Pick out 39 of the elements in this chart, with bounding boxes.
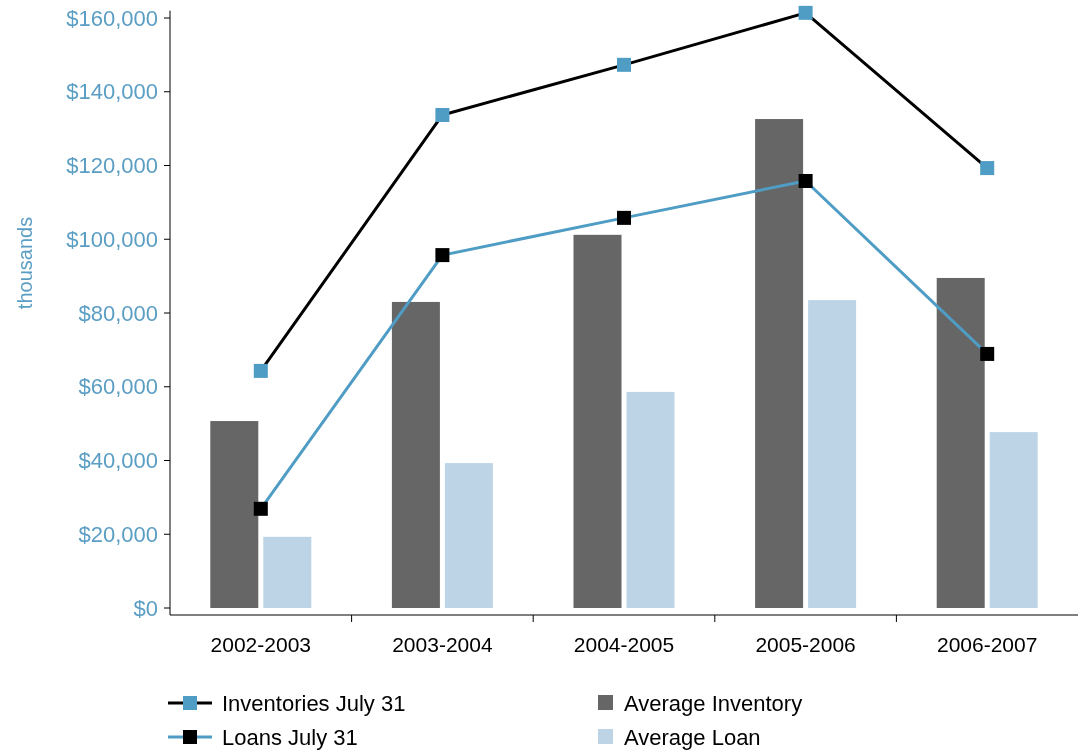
y-tick-label: $160,000 bbox=[66, 5, 158, 31]
point bbox=[435, 248, 450, 263]
point bbox=[617, 210, 631, 225]
point bbox=[253, 501, 268, 516]
bar bbox=[626, 391, 675, 608]
bar bbox=[573, 234, 622, 608]
point bbox=[980, 346, 995, 361]
legend-label: Inventories July 31 bbox=[222, 690, 406, 716]
bar bbox=[210, 421, 259, 608]
x-tick-label: 2004-2005 bbox=[573, 633, 675, 656]
bar bbox=[755, 119, 804, 608]
bar bbox=[263, 536, 312, 608]
legend-label: Average Loan bbox=[624, 724, 761, 750]
x-tick-label: 2002-2003 bbox=[210, 633, 312, 656]
bar bbox=[936, 277, 985, 608]
point bbox=[798, 173, 813, 188]
y-tick-label: $0 bbox=[133, 595, 158, 621]
bar bbox=[808, 300, 857, 608]
y-tick-label: $100,000 bbox=[66, 226, 158, 252]
y-tick-label: $80,000 bbox=[78, 300, 158, 326]
y-tick-label: $120,000 bbox=[66, 153, 158, 179]
y-tick-label: $20,000 bbox=[78, 521, 158, 547]
x-tick-label: 2005-2006 bbox=[755, 633, 856, 656]
x-tick-label: 2006-2007 bbox=[936, 633, 1038, 656]
bar bbox=[444, 463, 493, 608]
point bbox=[253, 363, 268, 378]
y-tick-label: $60,000 bbox=[78, 374, 158, 400]
y-axis-title: thousands bbox=[14, 216, 36, 310]
x-tick-label: 2003-2004 bbox=[392, 633, 493, 656]
bar bbox=[391, 301, 440, 608]
point bbox=[617, 57, 631, 72]
legend-label: Average Inventory bbox=[624, 690, 803, 716]
y-tick-label: $40,000 bbox=[78, 448, 158, 474]
y-tick-label: $140,000 bbox=[66, 79, 158, 105]
point bbox=[980, 161, 995, 176]
point bbox=[435, 107, 450, 122]
bar bbox=[989, 432, 1038, 608]
legend-label: Loans July 31 bbox=[222, 724, 358, 750]
point bbox=[798, 5, 813, 20]
